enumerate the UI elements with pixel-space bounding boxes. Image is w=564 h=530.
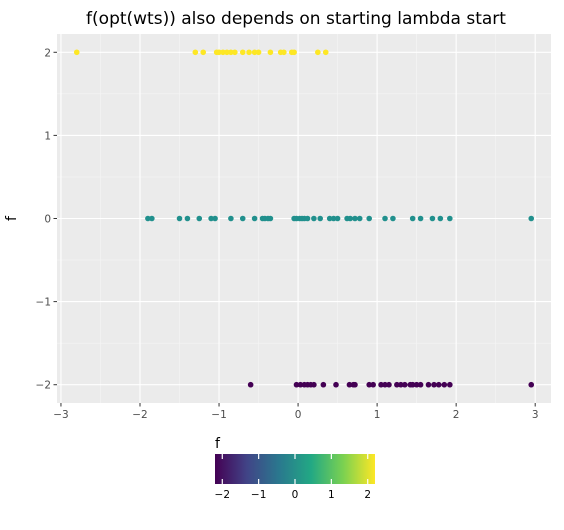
data-point	[398, 381, 404, 388]
data-point	[196, 215, 203, 222]
x-tick-label: 0	[295, 409, 302, 421]
x-axis: −3 −2 −1 0 1 2 3	[53, 403, 539, 421]
data-point	[247, 381, 254, 388]
data-point	[378, 381, 384, 388]
data-point	[425, 381, 432, 388]
data-point	[352, 381, 358, 388]
data-point	[435, 381, 442, 388]
data-point	[417, 215, 424, 222]
y-tick-label: 1	[44, 130, 51, 142]
x-tick-label: 1	[374, 409, 381, 421]
y-tick-label: −1	[36, 297, 51, 309]
colorbar-tick-label: −1	[251, 489, 266, 501]
data-point	[176, 215, 183, 222]
x-tick-label: −3	[53, 409, 68, 421]
x-tick-label: −2	[132, 409, 147, 421]
data-point	[431, 381, 437, 388]
data-point	[333, 381, 339, 388]
data-point	[334, 215, 341, 222]
data-point	[212, 215, 218, 222]
data-points	[73, 49, 535, 388]
data-point	[293, 381, 300, 388]
data-point	[192, 49, 199, 56]
data-point	[208, 215, 214, 222]
data-point	[239, 49, 246, 56]
data-point	[320, 381, 327, 388]
data-point	[390, 215, 396, 222]
data-point	[322, 49, 329, 56]
data-point	[409, 215, 416, 222]
data-point	[311, 215, 317, 222]
data-point	[382, 215, 388, 222]
data-point	[330, 215, 337, 222]
data-point	[370, 381, 376, 388]
data-point	[366, 381, 373, 388]
data-point	[297, 381, 304, 388]
data-point	[267, 215, 274, 222]
data-point	[409, 381, 416, 388]
data-point	[73, 49, 80, 56]
data-point	[246, 49, 252, 56]
data-point	[239, 215, 246, 222]
colorbar-ticks: −2 −1 0 1 2	[215, 454, 371, 501]
data-point	[216, 49, 222, 56]
data-point	[224, 49, 230, 56]
chart-title: f(opt(wts)) also depends on starting lam…	[86, 9, 506, 29]
x-tick-label: −1	[211, 409, 226, 421]
data-point	[326, 215, 333, 222]
data-point	[346, 381, 353, 388]
data-point	[184, 215, 191, 222]
data-point	[413, 381, 420, 388]
data-point	[528, 215, 535, 222]
colorbar-tick-label: 2	[364, 489, 371, 501]
colorbar-tick-label: 0	[292, 489, 299, 501]
data-point	[311, 381, 317, 388]
data-point	[401, 381, 408, 388]
color-legend: f −2 −1 0 1 2	[215, 436, 375, 501]
data-point	[232, 49, 238, 56]
y-tick-label: 2	[44, 47, 51, 59]
x-tick-label: 3	[532, 409, 539, 421]
data-point	[317, 215, 324, 222]
data-point	[366, 215, 373, 222]
data-point	[228, 215, 234, 222]
data-point	[315, 49, 321, 56]
x-tick-label: 2	[453, 409, 460, 421]
data-point	[291, 49, 297, 56]
data-point	[347, 215, 354, 222]
data-point	[356, 215, 363, 222]
y-tick-label: −2	[36, 380, 51, 392]
data-point	[352, 215, 358, 222]
data-point	[382, 381, 388, 388]
data-point	[429, 215, 436, 222]
data-point	[255, 49, 262, 56]
data-point	[251, 49, 258, 56]
data-point	[417, 381, 424, 388]
minor-grid	[57, 34, 551, 403]
y-tick-label: 0	[44, 214, 51, 226]
data-point	[281, 49, 287, 56]
data-point	[149, 215, 155, 222]
data-point	[145, 215, 151, 222]
data-point	[437, 215, 444, 222]
y-axis: −2 −1 0 1 2	[36, 47, 57, 392]
data-point	[267, 49, 274, 56]
data-point	[386, 381, 392, 388]
data-point	[441, 381, 448, 388]
data-point	[220, 49, 226, 56]
data-point	[200, 49, 207, 56]
colorbar-tick-label: −2	[215, 489, 230, 501]
data-point	[447, 215, 453, 222]
major-grid	[57, 34, 551, 403]
legend-title: f	[215, 436, 221, 452]
data-point	[394, 381, 400, 388]
data-point	[304, 215, 311, 222]
y-axis-label: f	[4, 215, 20, 221]
data-point	[447, 381, 453, 388]
data-point	[251, 215, 258, 222]
data-point	[228, 49, 234, 56]
data-point	[528, 381, 535, 388]
colorbar-tick-label: 1	[328, 489, 335, 501]
